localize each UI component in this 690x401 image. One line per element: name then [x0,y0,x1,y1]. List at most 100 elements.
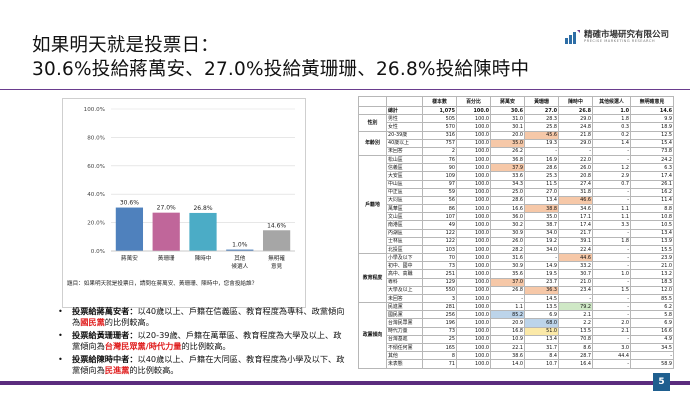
crosstab-table: 樣本數 百分比 蔣萬安 黃珊珊 陳時中 其他候選人 無明確意見 總計 1,075 100.0 30… [358,96,674,369]
table-cell: 100.0 [456,261,491,271]
table-row-label: 大同區 [386,195,423,206]
table-cell: 570 [422,122,457,132]
table-cell: 757 [422,138,457,148]
table-row: 女性 570 100.0 30.1 25.8 24.8 0.3 18.9 [359,122,674,132]
logo-mark-icon [565,30,580,44]
table-row-label: 40歲以上 [386,138,423,148]
table-cell: 18.3 [630,277,674,287]
table-cell: 23.4 [558,285,593,295]
bullet-dot-icon: • [58,306,63,316]
table-cell: 31.7 [524,342,559,353]
table-cell: 70.8 [558,334,593,344]
table-cell: 21.7 [558,228,593,238]
table-header-cell [358,96,387,107]
table-row-label: 小學及以下 [386,253,423,263]
table-cell: 100.0 [456,359,491,369]
table-cell: 8.8 [630,204,674,214]
table-cell: 25.3 [524,171,559,181]
table-cell: 107 [422,212,457,222]
table-cell: 34.0 [524,244,559,255]
table-cell: 30.2 [490,220,525,230]
finding-highlight: 民進黨 [104,365,130,375]
table-cell: 2.9 [592,171,631,181]
finding-highlight: 台灣民眾黨/時代力量 [104,341,182,351]
table-cell: - [592,293,631,304]
table-row-label: 初中、國中 [386,261,423,271]
table-cell: 505 [422,114,457,124]
table-cell: 30.1 [490,122,525,132]
table-cell: 100.0 [456,351,491,361]
table-cell: - [592,310,631,320]
table-cell: 16.6 [490,204,525,214]
table-cell: 70 [422,253,457,263]
table-cell: 20.0 [490,130,525,140]
table-cell: 38.6 [490,351,525,361]
table-cell: 13.4 [630,228,674,238]
table-row-label: 總計 [386,105,423,116]
table-cell: 37.9 [490,163,525,173]
logo-subtitle: PRECISE MARKETING RESEARCH [584,39,656,43]
table-cell: - [490,293,525,304]
table-cell: 100.0 [456,236,491,246]
table-cell: 28.3 [524,114,559,124]
table-cell: 8.4 [524,351,559,361]
table-cell: - [524,253,559,263]
table-cell: 14.0 [490,359,525,369]
table-cell: 26.0 [558,163,593,173]
table-cell: 13.5 [524,302,559,312]
table-cell: 30.9 [490,261,525,271]
table-cell: 19.5 [524,269,559,279]
table-cell: 27.0 [524,105,559,116]
table-cell: 33.6 [490,171,525,181]
table-cell: 256 [422,310,457,320]
table-cell: 165 [422,342,457,353]
table-row: 40歲以上 757 100.0 35.0 19.3 29.0 1.4 15.4 [359,138,674,148]
table-cell: 13.4 [524,195,559,206]
table-row: 大同區 56 100.0 28.6 13.4 46.6-11.4 [359,195,674,206]
table-cell: 3 [422,293,457,304]
table-cell: 85.5 [630,293,674,304]
table-cell: 20.8 [558,171,593,181]
table-cell: 100.0 [456,195,491,206]
table-cell: 6.9 [630,318,674,328]
table-cell: 22.1 [490,342,525,353]
table-cell: 122 [422,228,457,238]
table-cell: 25.8 [524,122,559,132]
company-logo: 精確市場研究有限公司 PRECISE MARKETING RESEARCH [564,27,680,49]
table-cell: 100.0 [456,310,491,320]
table-row-label: 不傾任何黨 [386,342,423,353]
table-cell: 34.0 [524,228,559,238]
table-cell: 31.0 [490,114,525,124]
table-cell: 0.2 [592,130,631,140]
table-row: 未表態 71 100.0 14.0 10.7 16.4-58.9 [359,359,674,369]
table-row: 總計 1,075 100.0 30.6 27.0 26.8 1.0 14.6 [358,105,674,116]
table-header-cell: 其他候選人 [592,96,631,107]
table-row: 未回答 3 100.0-14.5- -85.5 [359,293,674,304]
table-cell: 100.0 [456,105,491,116]
table-cell: 21.0 [558,277,593,287]
table-cell: 100.0 [456,212,491,222]
table-cell: 26.8 [558,105,593,116]
finding-item: • 投票給蔣萬安者：以40歲以上、戶籍在信義區、教育程度為專科、政黨傾向為國民黨的… [58,306,348,328]
header-divider [0,89,690,90]
table-header-cell: 陳時中 [558,96,593,107]
x-category-label: 其他 [234,254,246,262]
y-tick-label: 80.0% [87,135,105,141]
table-cell: 24.2 [630,155,674,165]
table-row-label: 男性 [386,114,423,124]
table-cell: 109 [422,171,457,181]
table-cell: 16.2 [630,187,674,197]
table-row-label: 大學及以上 [386,285,423,295]
table-row-label: 萬華區 [386,204,423,214]
table-cell: 100.0 [456,146,491,157]
table-cell: 14.6 [630,105,674,116]
table-row: 大學及以上 550 100.0 26.8 36.3 23.4 1.5 12.0 [359,285,674,295]
table-row-label: 民進黨 [386,302,423,312]
table-cell: 100.0 [456,342,491,353]
table-cell: 73.8 [630,146,674,157]
table-cell: 37.0 [490,277,525,287]
table-row: 中山區 97 100.0 34.3 11.5 27.4 0.7 26.1 [359,179,674,189]
bullet-dot-icon: • [58,354,63,364]
table-cell: 34.6 [558,204,593,214]
table-cell: - [558,293,593,304]
